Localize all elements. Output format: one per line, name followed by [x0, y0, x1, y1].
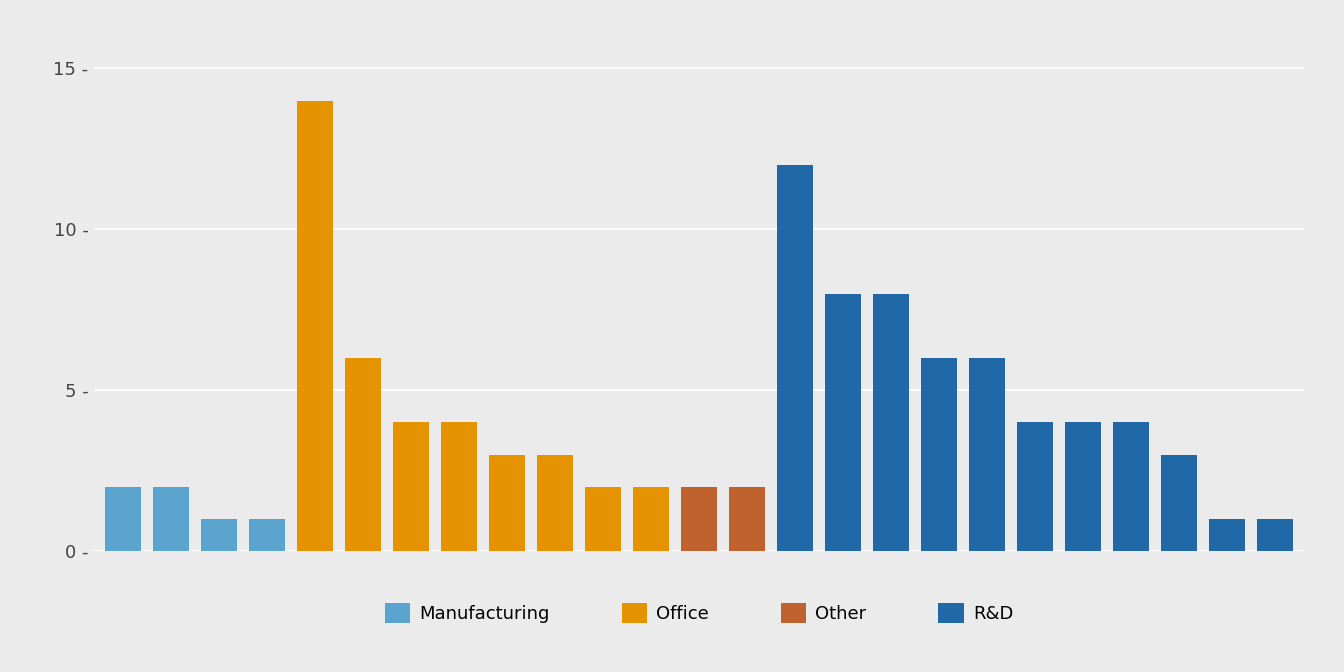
- Bar: [969, 358, 1005, 551]
- Bar: [297, 101, 333, 551]
- Bar: [1161, 454, 1198, 551]
- Bar: [1257, 519, 1293, 551]
- Bar: [105, 487, 141, 551]
- Bar: [825, 294, 862, 551]
- Bar: [200, 519, 237, 551]
- Bar: [681, 487, 716, 551]
- Bar: [441, 422, 477, 551]
- Legend: Manufacturing, Office, Other, R&D: Manufacturing, Office, Other, R&D: [384, 603, 1013, 624]
- Bar: [872, 294, 909, 551]
- Bar: [777, 165, 813, 551]
- Bar: [1113, 422, 1149, 551]
- Bar: [536, 454, 573, 551]
- Bar: [489, 454, 526, 551]
- Bar: [345, 358, 380, 551]
- Bar: [728, 487, 765, 551]
- Bar: [633, 487, 669, 551]
- Bar: [1017, 422, 1052, 551]
- Bar: [249, 519, 285, 551]
- Bar: [392, 422, 429, 551]
- Bar: [153, 487, 190, 551]
- Bar: [1208, 519, 1245, 551]
- Bar: [921, 358, 957, 551]
- Bar: [1064, 422, 1101, 551]
- Bar: [585, 487, 621, 551]
